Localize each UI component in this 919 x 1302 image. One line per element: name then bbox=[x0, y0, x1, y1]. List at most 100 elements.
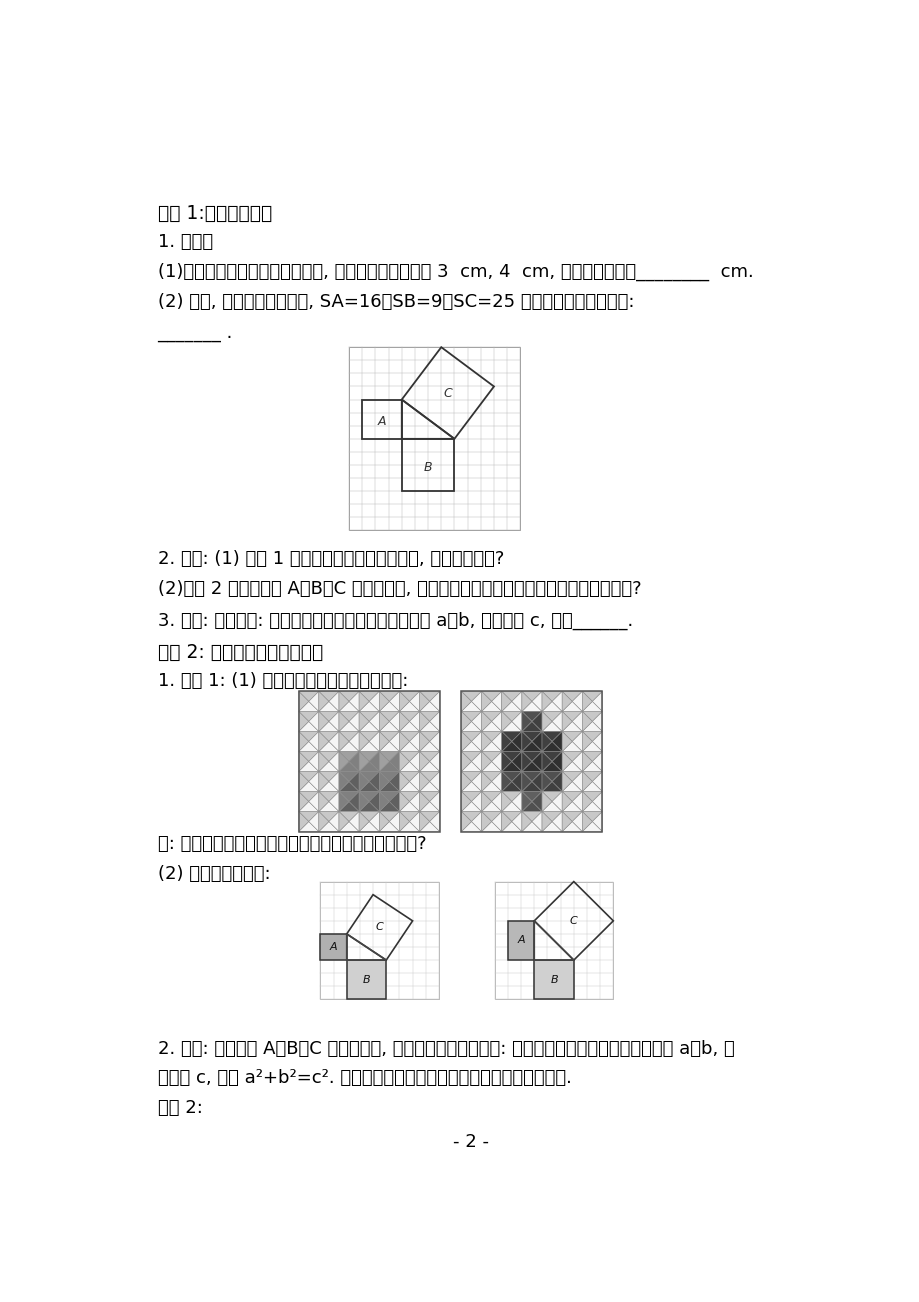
Polygon shape bbox=[338, 732, 358, 741]
Text: _______ .: _______ . bbox=[157, 324, 233, 342]
Polygon shape bbox=[461, 811, 481, 822]
Polygon shape bbox=[541, 711, 562, 721]
Polygon shape bbox=[379, 751, 389, 772]
Polygon shape bbox=[461, 781, 481, 792]
Polygon shape bbox=[369, 751, 379, 772]
Bar bbox=[348, 348, 520, 530]
Polygon shape bbox=[582, 751, 592, 772]
Polygon shape bbox=[299, 811, 309, 832]
Polygon shape bbox=[338, 792, 348, 811]
Polygon shape bbox=[346, 960, 386, 1000]
Polygon shape bbox=[369, 772, 379, 792]
Polygon shape bbox=[379, 792, 399, 802]
Polygon shape bbox=[399, 792, 419, 802]
Polygon shape bbox=[562, 721, 582, 732]
Polygon shape bbox=[338, 811, 358, 822]
Polygon shape bbox=[299, 811, 319, 822]
Polygon shape bbox=[358, 702, 379, 711]
Polygon shape bbox=[507, 921, 534, 960]
Polygon shape bbox=[299, 702, 319, 711]
Polygon shape bbox=[319, 702, 338, 711]
Polygon shape bbox=[329, 732, 338, 751]
Polygon shape bbox=[379, 711, 399, 721]
Polygon shape bbox=[481, 751, 501, 762]
Polygon shape bbox=[481, 751, 491, 772]
Polygon shape bbox=[491, 751, 501, 772]
Polygon shape bbox=[572, 811, 582, 832]
Polygon shape bbox=[379, 762, 399, 772]
Polygon shape bbox=[399, 772, 409, 792]
Polygon shape bbox=[379, 781, 399, 792]
Polygon shape bbox=[409, 792, 419, 811]
Polygon shape bbox=[338, 762, 358, 772]
Polygon shape bbox=[592, 711, 602, 732]
Polygon shape bbox=[299, 772, 319, 781]
Polygon shape bbox=[551, 732, 562, 751]
Polygon shape bbox=[399, 741, 419, 751]
Polygon shape bbox=[572, 711, 582, 732]
Polygon shape bbox=[562, 702, 582, 711]
Bar bbox=[299, 691, 439, 832]
Polygon shape bbox=[461, 741, 481, 751]
Polygon shape bbox=[329, 792, 338, 811]
Polygon shape bbox=[299, 732, 309, 751]
Polygon shape bbox=[521, 792, 541, 802]
Polygon shape bbox=[348, 711, 358, 732]
Polygon shape bbox=[562, 811, 582, 822]
Polygon shape bbox=[319, 741, 338, 751]
Polygon shape bbox=[358, 721, 379, 732]
Polygon shape bbox=[551, 751, 562, 772]
Polygon shape bbox=[511, 711, 521, 732]
Polygon shape bbox=[319, 711, 338, 721]
Polygon shape bbox=[319, 691, 338, 702]
Polygon shape bbox=[461, 762, 481, 772]
Polygon shape bbox=[521, 751, 531, 772]
Polygon shape bbox=[511, 732, 521, 751]
Polygon shape bbox=[562, 822, 582, 832]
Polygon shape bbox=[319, 811, 338, 822]
Polygon shape bbox=[531, 691, 541, 711]
Polygon shape bbox=[379, 702, 399, 711]
Polygon shape bbox=[531, 811, 541, 832]
Text: (2) 如图, 四边形均是正方形, SA=16、SB=9、SC=25 则它们的面积之间满足:: (2) 如图, 四边形均是正方形, SA=16、SB=9、SC=25 则它们的面… bbox=[157, 293, 633, 311]
Polygon shape bbox=[338, 741, 358, 751]
Polygon shape bbox=[338, 792, 358, 802]
Polygon shape bbox=[541, 691, 551, 711]
Polygon shape bbox=[521, 762, 541, 772]
Polygon shape bbox=[541, 822, 562, 832]
Polygon shape bbox=[419, 741, 439, 751]
Polygon shape bbox=[562, 802, 582, 811]
Polygon shape bbox=[471, 732, 481, 751]
Polygon shape bbox=[531, 751, 541, 772]
Polygon shape bbox=[338, 691, 348, 711]
Polygon shape bbox=[511, 811, 521, 832]
Polygon shape bbox=[358, 822, 379, 832]
Polygon shape bbox=[501, 781, 521, 792]
Polygon shape bbox=[521, 732, 541, 741]
Polygon shape bbox=[399, 792, 409, 811]
Polygon shape bbox=[429, 732, 439, 751]
Polygon shape bbox=[521, 802, 541, 811]
Polygon shape bbox=[338, 711, 348, 732]
Polygon shape bbox=[419, 792, 439, 802]
Polygon shape bbox=[429, 751, 439, 772]
Polygon shape bbox=[481, 792, 491, 811]
Polygon shape bbox=[582, 691, 592, 711]
Polygon shape bbox=[582, 772, 602, 781]
Polygon shape bbox=[541, 811, 562, 822]
Polygon shape bbox=[379, 811, 399, 822]
Polygon shape bbox=[399, 751, 419, 762]
Polygon shape bbox=[419, 822, 439, 832]
Polygon shape bbox=[501, 811, 521, 822]
Polygon shape bbox=[358, 811, 379, 822]
Polygon shape bbox=[379, 822, 399, 832]
Polygon shape bbox=[419, 802, 439, 811]
Polygon shape bbox=[481, 741, 501, 751]
Polygon shape bbox=[358, 711, 369, 732]
Polygon shape bbox=[409, 772, 419, 792]
Polygon shape bbox=[379, 732, 399, 741]
Polygon shape bbox=[319, 811, 329, 832]
Polygon shape bbox=[521, 741, 541, 751]
Polygon shape bbox=[582, 811, 592, 832]
Polygon shape bbox=[582, 751, 602, 762]
